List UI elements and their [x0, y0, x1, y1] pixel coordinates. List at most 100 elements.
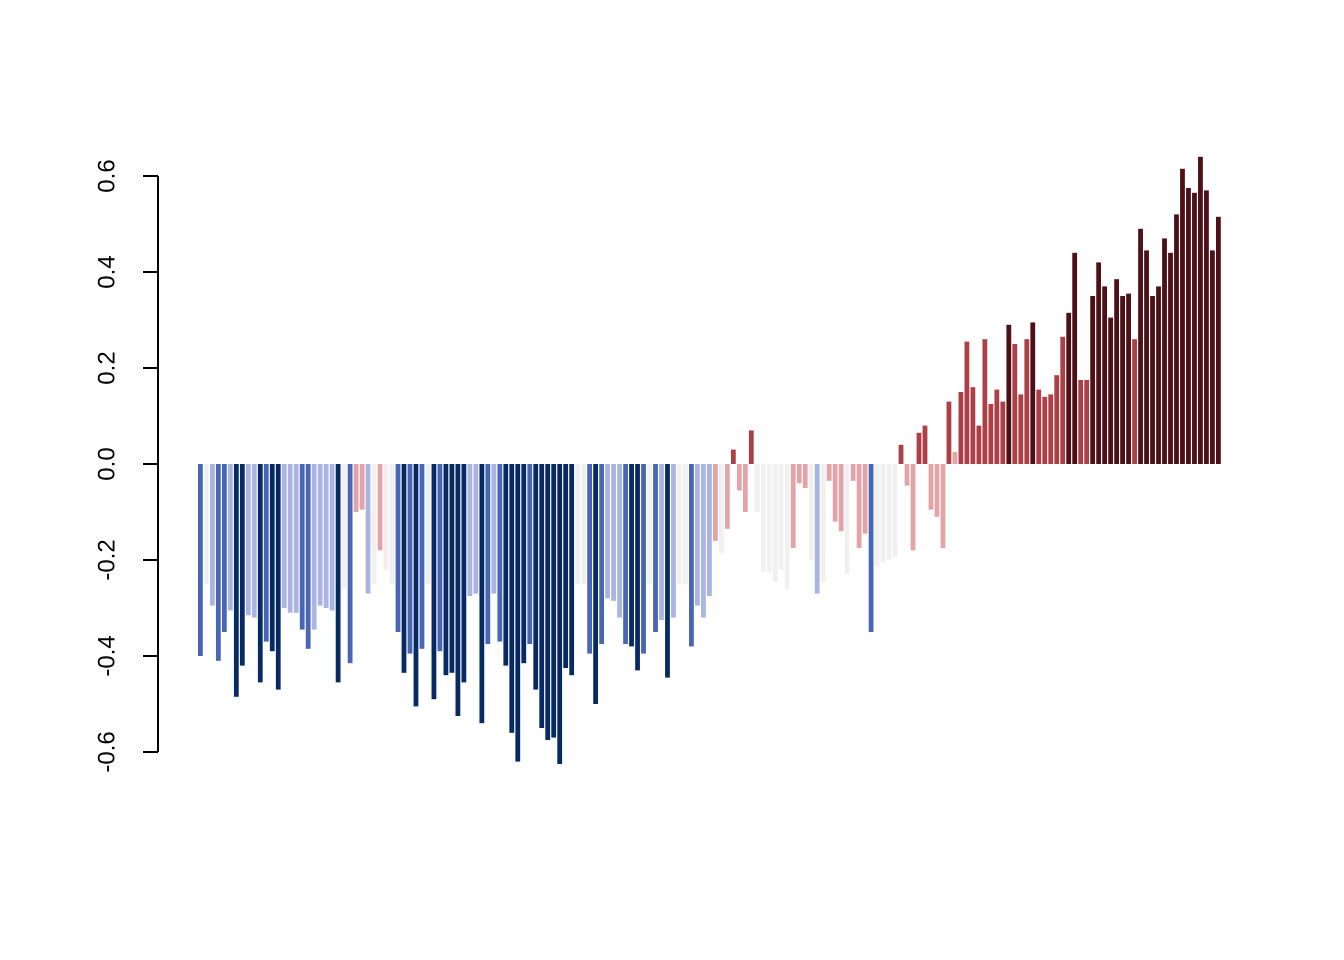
bar: [198, 464, 203, 656]
y-tick-label: 0.2: [93, 351, 120, 384]
bar: [293, 464, 299, 613]
bar: [683, 464, 688, 584]
bar: [347, 464, 353, 664]
bar: [994, 389, 1000, 464]
bar: [1210, 250, 1215, 464]
bar: [413, 464, 419, 707]
bar: [730, 449, 736, 464]
bar: [503, 464, 509, 666]
bar: [1000, 401, 1006, 464]
bar: [970, 387, 976, 464]
bar: [299, 464, 305, 630]
bar: [976, 425, 982, 464]
bars: [198, 156, 1221, 764]
bar: [407, 464, 413, 654]
bar: [455, 464, 461, 716]
bar: [760, 464, 766, 572]
bar: [850, 464, 856, 481]
bar: [748, 430, 754, 464]
bar: [898, 444, 904, 464]
bar: [305, 464, 311, 649]
bar: [1018, 394, 1024, 464]
y-tick-label: -0.4: [93, 635, 120, 676]
bar: [820, 464, 826, 582]
bar: [940, 464, 946, 548]
bar: [233, 464, 239, 697]
y-tick-label: -0.6: [93, 731, 120, 772]
bar: [341, 464, 347, 589]
bar: [766, 464, 772, 572]
bar: [718, 464, 724, 553]
bar: [437, 464, 443, 652]
bar: [886, 464, 892, 560]
bar: [1060, 336, 1066, 464]
bar: [377, 464, 383, 551]
bar: [593, 464, 599, 704]
bar: [629, 464, 634, 647]
bar: [527, 464, 533, 644]
bar: [707, 464, 712, 596]
bar: [203, 464, 209, 584]
y-ticks: -0.6 -0.4 -0.2 0.0 0.2 0.4 0.6: [93, 159, 158, 773]
bar: [1168, 252, 1173, 464]
bar: [838, 464, 844, 532]
bar: [736, 464, 742, 491]
bar: [922, 425, 928, 464]
bar: [275, 464, 281, 690]
bar: [695, 464, 700, 606]
bar: [910, 464, 916, 551]
bar: [802, 464, 808, 488]
bar: [677, 464, 682, 584]
bar: [449, 464, 455, 673]
bar: [826, 464, 832, 481]
bar: [808, 464, 814, 560]
bar: [958, 392, 964, 464]
bar: [551, 464, 557, 738]
bar: [335, 464, 341, 683]
bar: [1114, 279, 1119, 464]
bar: [1150, 296, 1155, 464]
bar: [874, 464, 880, 568]
bar: [371, 464, 377, 584]
y-tick-label: 0.0: [93, 447, 120, 480]
bar: [772, 464, 778, 582]
bar: [892, 464, 898, 558]
bar: [659, 464, 664, 620]
bar: [784, 464, 790, 589]
bar: [545, 464, 551, 740]
bar: [509, 464, 515, 733]
bar: [934, 464, 940, 517]
bar: [557, 464, 563, 764]
bar: [832, 464, 838, 522]
bar: [257, 464, 263, 683]
bar: [599, 464, 605, 644]
bar: [1180, 168, 1185, 465]
bar: [461, 464, 467, 683]
bar: [485, 464, 491, 644]
bar: [1066, 312, 1072, 464]
bar: [611, 464, 616, 601]
bar: [1126, 293, 1131, 464]
bar: [1096, 262, 1102, 464]
bar: [880, 464, 886, 563]
y-tick-label: -0.2: [93, 539, 120, 580]
bar: [868, 464, 874, 632]
bar: [419, 464, 425, 649]
bar: [641, 464, 646, 654]
bar: [647, 464, 652, 584]
bar: [1138, 228, 1143, 464]
bar: [754, 464, 760, 512]
bar: [862, 464, 868, 534]
bar: [1078, 380, 1084, 464]
bar: [778, 464, 784, 570]
bar: [467, 464, 473, 596]
bar: [1204, 190, 1209, 464]
bar: [1090, 296, 1096, 464]
bar: [311, 464, 317, 630]
bar: [790, 464, 796, 548]
bar: [1054, 375, 1060, 464]
bar: [689, 464, 694, 647]
bar: [946, 401, 952, 464]
bar: [359, 464, 365, 510]
